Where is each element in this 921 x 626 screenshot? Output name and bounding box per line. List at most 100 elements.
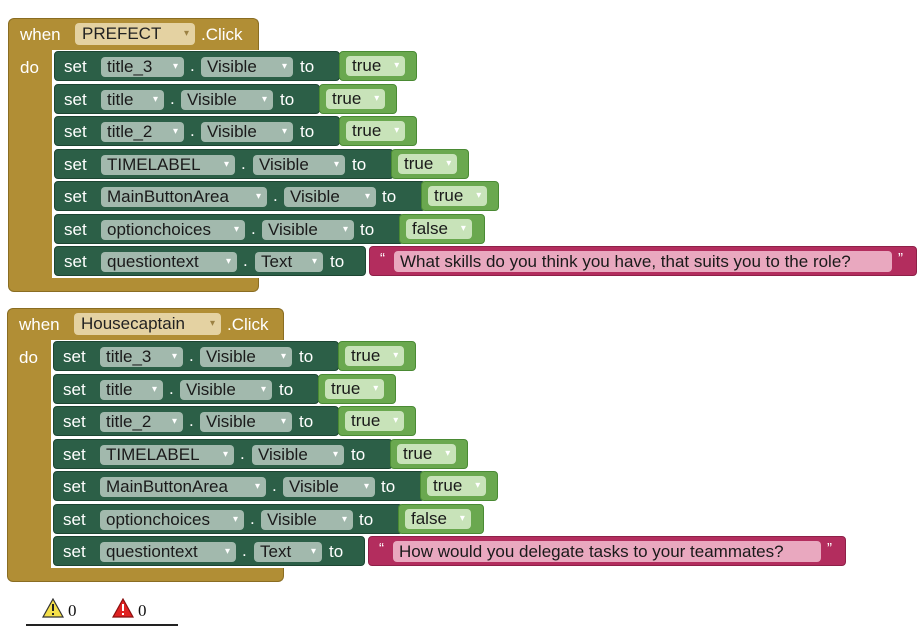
- component-dropdown[interactable]: title_3 ▾: [100, 347, 183, 367]
- event-block-housecaptain-click[interactable]: when Housecaptain ▾ .Click do set title_…: [7, 308, 907, 588]
- property-dropdown[interactable]: Visible ▾: [180, 380, 272, 400]
- boolean-block[interactable]: true ▾: [420, 471, 498, 501]
- boolean-value: true: [351, 346, 381, 365]
- boolean-dropdown[interactable]: true ▾: [397, 444, 457, 464]
- boolean-block[interactable]: false ▾: [399, 214, 485, 244]
- component-dropdown[interactable]: title_2 ▾: [100, 412, 183, 432]
- boolean-dropdown[interactable]: true ▾: [326, 89, 386, 109]
- chevron-down-icon: ▾: [460, 223, 466, 234]
- text-value[interactable]: How would you delegate tasks to your tea…: [393, 541, 821, 562]
- event-block-prefect-click[interactable]: when PREFECT ▾ .Click do set title_3 ▾ . …: [8, 18, 921, 298]
- to-keyword: to: [381, 477, 396, 496]
- component-dropdown[interactable]: questiontext ▾: [100, 542, 236, 562]
- component-dropdown[interactable]: optionchoices ▾: [101, 220, 245, 240]
- to-keyword: to: [280, 90, 295, 109]
- event-name: .Click: [201, 25, 243, 44]
- dot-separator: .: [241, 154, 246, 173]
- setter-block[interactable]: set title ▾ . Visible ▾ to true ▾: [54, 84, 397, 114]
- setter-block[interactable]: set title_2 ▾ . Visible ▾ to true ▾: [53, 406, 416, 436]
- boolean-dropdown[interactable]: true ▾: [345, 346, 405, 366]
- text-block[interactable]: “ How would you delegate tasks to your t…: [368, 536, 846, 566]
- boolean-block[interactable]: true ▾: [338, 406, 416, 436]
- property-dropdown[interactable]: Text ▾: [254, 542, 322, 562]
- set-keyword: set: [63, 445, 86, 464]
- setter-block[interactable]: set title ▾ . Visible ▾ to true ▾: [53, 374, 396, 404]
- setter-block[interactable]: set title_3 ▾ . Visible ▾ to true ▾: [53, 341, 416, 371]
- component-dropdown[interactable]: MainButtonArea ▾: [101, 187, 267, 207]
- dot-separator: .: [189, 346, 194, 365]
- component-dropdown[interactable]: title_2 ▾: [101, 122, 184, 142]
- boolean-value: true: [404, 154, 434, 173]
- boolean-block[interactable]: true ▾: [318, 374, 396, 404]
- boolean-value: true: [352, 121, 382, 140]
- boolean-dropdown[interactable]: true ▾: [346, 56, 406, 76]
- component-dropdown[interactable]: Housecaptain ▾: [74, 313, 221, 335]
- boolean-dropdown[interactable]: false ▾: [406, 219, 472, 239]
- property-dropdown[interactable]: Visible ▾: [261, 510, 353, 530]
- set-keyword: set: [64, 57, 87, 76]
- property-dropdown[interactable]: Visible ▾: [181, 90, 273, 110]
- property-dropdown[interactable]: Visible ▾: [200, 412, 292, 432]
- setter-block[interactable]: set title_2 ▾ . Visible ▾ to true ▾: [54, 116, 417, 146]
- property-dropdown[interactable]: Visible ▾: [283, 477, 375, 497]
- setter-block[interactable]: set questiontext ▾ . Text ▾ to “ How would…: [53, 536, 846, 566]
- warning-triangle-icon[interactable]: [41, 597, 65, 623]
- property-dropdown[interactable]: Visible ▾: [262, 220, 354, 240]
- boolean-block[interactable]: true ▾: [339, 51, 417, 81]
- boolean-block[interactable]: true ▾: [339, 116, 417, 146]
- chevron-down-icon: ▾: [333, 159, 339, 170]
- to-keyword: to: [330, 252, 345, 271]
- setter-block[interactable]: set MainButtonArea ▾ . Visible ▾ to true ▾: [54, 181, 499, 211]
- component-dropdown[interactable]: MainButtonArea ▾: [100, 477, 266, 497]
- property-dropdown[interactable]: Text ▾: [255, 252, 323, 272]
- component-dropdown[interactable]: PREFECT ▾: [75, 23, 195, 45]
- event-footer: [7, 568, 284, 582]
- property-dropdown[interactable]: Visible ▾: [253, 155, 345, 175]
- property-name: Visible: [207, 57, 257, 76]
- boolean-block[interactable]: true ▾: [338, 341, 416, 371]
- property-dropdown[interactable]: Visible ▾: [201, 122, 293, 142]
- property-dropdown[interactable]: Visible ▾: [200, 347, 292, 367]
- property-dropdown[interactable]: Visible ▾: [201, 57, 293, 77]
- error-triangle-icon[interactable]: [111, 597, 135, 623]
- setter-block[interactable]: set questiontext ▾ . Text ▾ to “ What skil…: [54, 246, 917, 276]
- boolean-dropdown[interactable]: true ▾: [428, 186, 488, 206]
- chevron-down-icon: ▾: [254, 481, 260, 492]
- boolean-dropdown[interactable]: true ▾: [398, 154, 458, 174]
- component-dropdown[interactable]: optionchoices ▾: [100, 510, 244, 530]
- property-dropdown[interactable]: Visible ▾: [284, 187, 376, 207]
- setter-block[interactable]: set TIMELABEL ▾ . Visible ▾ to true ▾: [53, 439, 468, 469]
- setter-block[interactable]: set MainButtonArea ▾ . Visible ▾ to true ▾: [53, 471, 498, 501]
- component-dropdown[interactable]: TIMELABEL ▾: [101, 155, 235, 175]
- property-name: Visible: [258, 445, 308, 464]
- boolean-block[interactable]: false ▾: [398, 504, 484, 534]
- event-header[interactable]: when PREFECT ▾ .Click: [8, 18, 259, 50]
- quote-open: “: [380, 250, 385, 267]
- property-dropdown[interactable]: Visible ▾: [252, 445, 344, 465]
- boolean-dropdown[interactable]: true ▾: [346, 121, 406, 141]
- component-dropdown[interactable]: questiontext ▾: [101, 252, 237, 272]
- event-header[interactable]: when Housecaptain ▾ .Click: [7, 308, 284, 340]
- setter-block[interactable]: set TIMELABEL ▾ . Visible ▾ to true ▾: [54, 149, 469, 179]
- boolean-dropdown[interactable]: false ▾: [405, 509, 471, 529]
- text-value[interactable]: What skills do you think you have, that …: [394, 251, 892, 272]
- setter-block[interactable]: set optionchoices ▾ . Visible ▾ to false ▾: [54, 214, 485, 244]
- boolean-block[interactable]: true ▾: [391, 149, 469, 179]
- setter-block[interactable]: set title_3 ▾ . Visible ▾ to true ▾: [54, 51, 417, 81]
- boolean-block[interactable]: true ▾: [319, 84, 397, 114]
- to-keyword: to: [352, 155, 367, 174]
- component-dropdown[interactable]: title ▾: [100, 380, 163, 400]
- component-dropdown[interactable]: TIMELABEL ▾: [100, 445, 234, 465]
- boolean-block[interactable]: true ▾: [390, 439, 468, 469]
- to-keyword: to: [382, 187, 397, 206]
- text-block[interactable]: “ What skills do you think you have, tha…: [369, 246, 917, 276]
- boolean-block[interactable]: true ▾: [421, 181, 499, 211]
- set-keyword: set: [63, 542, 86, 561]
- boolean-dropdown[interactable]: true ▾: [427, 476, 487, 496]
- boolean-dropdown[interactable]: true ▾: [325, 379, 385, 399]
- setter-block[interactable]: set optionchoices ▾ . Visible ▾ to false ▾: [53, 504, 484, 534]
- event-name: .Click: [227, 315, 269, 334]
- boolean-dropdown[interactable]: true ▾: [345, 411, 405, 431]
- component-dropdown[interactable]: title_3 ▾: [101, 57, 184, 77]
- component-dropdown[interactable]: title ▾: [101, 90, 164, 110]
